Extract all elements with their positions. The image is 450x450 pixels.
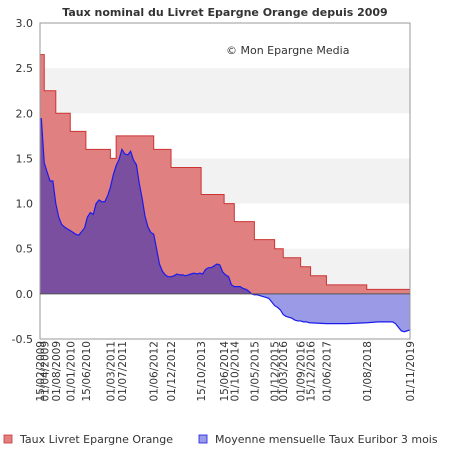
legend-label-euribor: Moyenne mensuelle Taux Euribor 3 mois [215,433,438,446]
x-tick-label: 01/09/2016 [296,341,308,402]
x-tick-label: 15/06/2010 [81,341,93,402]
legend-swatch-euribor [198,434,208,444]
chart-title: Taux nominal du Livret Epargne Orange de… [62,6,387,19]
x-tick-label: 01/01/2010 [65,341,77,402]
series-line-livret [40,54,410,290]
x-tick-label: 01/11/2019 [405,341,417,402]
plot-border [39,22,411,340]
x-tick-label: 01/08/2018 [362,341,374,402]
x-tick-label: 01/10/2014 [229,341,241,402]
series-areas [40,54,411,333]
y-tick-label: 2.0 [16,107,34,120]
y-tick-label: -0.5 [12,333,33,346]
x-tick-label: 01/07/2011 [117,341,129,402]
legend: Taux Livret Epargne Orange Moyenne mensue… [3,433,438,446]
x-tick-label: 01/06/2012 [149,341,161,402]
x-tick-label: 15/10/2013 [196,341,208,402]
y-tick-label: 2.5 [16,62,34,75]
y-tick-label: 0.5 [16,243,34,256]
x-tick-label: 01/04/2009 [39,341,51,402]
plot-frame [39,22,411,340]
watermark: © Mon Epargne Media [226,44,349,57]
x-tick-label: 15/12/2016 [306,341,318,402]
y-tick-label: 1.0 [16,198,34,211]
x-tick-label: 01/12/2012 [166,341,178,402]
legend-label-livret: Taux Livret Epargne Orange [19,433,173,446]
x-tick-label: 01/08/2009 [51,341,63,402]
x-tick-label: 01/03/2011 [105,341,117,402]
x-tick-label: 01/12/2015 [270,341,282,402]
x-tick-label: 01/06/2017 [321,341,333,402]
series-line-euribor [40,118,411,333]
series-area-euribor-positive [40,118,410,294]
x-tick-label: 01/03/2016 [278,341,290,402]
y-axis: 3.0 2.5 2.0 1.5 1.0 0.5 0.0 -0.5 [12,17,33,346]
y-tick-label: 1.5 [16,152,34,165]
x-tick-label: 15/06/2014 [219,341,231,402]
grid-band [40,68,410,114]
legend-swatch-livret [3,434,13,444]
y-tick-label: 3.0 [16,17,34,30]
x-tick-label: 01/05/2015 [249,341,261,402]
x-tick-label: 15/02/2009 [35,341,47,402]
y-tick-label: 0.0 [16,288,34,301]
